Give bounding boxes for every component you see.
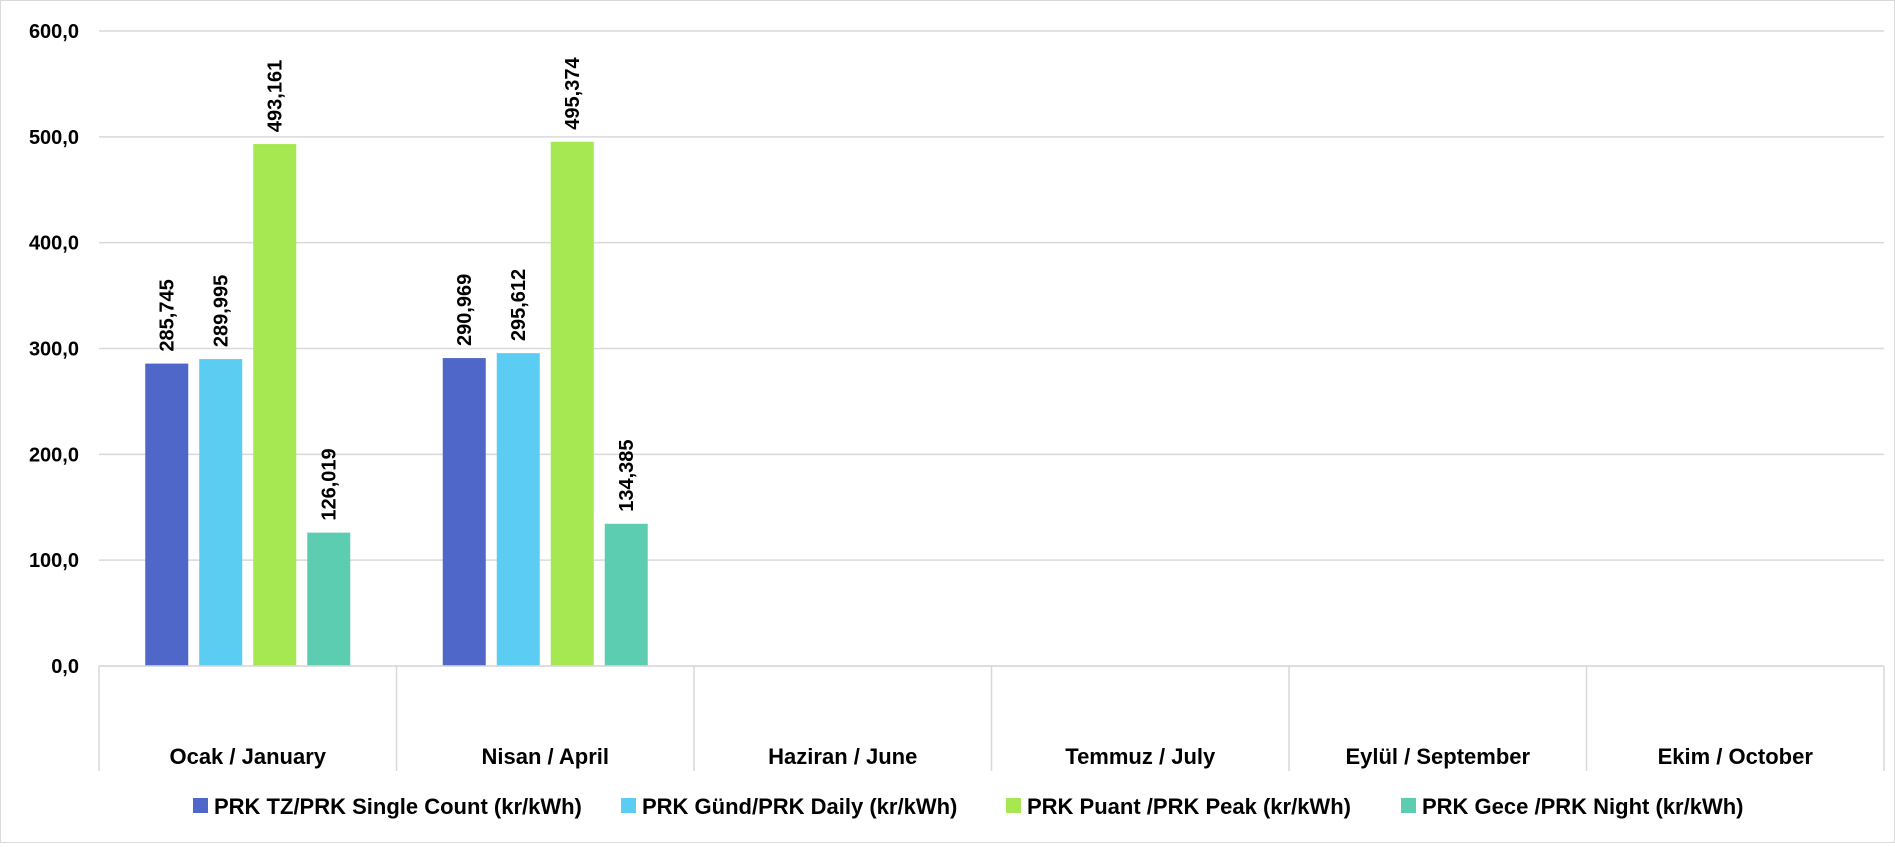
y-tick-label: 300,0: [29, 339, 79, 361]
bars: [145, 141, 648, 666]
legend-label: PRK TZ/PRK Single Count (kr/kWh): [214, 794, 582, 819]
legend-swatch: [1401, 798, 1416, 813]
x-axis: Ocak / January Nisan / April Haziran / Jun…: [98, 665, 1885, 771]
legend-swatch: [193, 798, 208, 813]
data-label: 495,374: [562, 57, 584, 130]
y-axis-tick-labels: 0,0 100,0 200,0 300,0 400,0 500,0 600,0: [29, 21, 79, 678]
legend-item: PRK Gece /PRK Night (kr/kWh): [1401, 794, 1743, 819]
x-category-label: Ocak / January: [169, 744, 326, 769]
legend-label: PRK Puant /PRK Peak (kr/kWh): [1027, 794, 1351, 819]
data-labels: 285,745 290,969 289,995 295,612 493,161 495,3…: [157, 57, 639, 521]
data-label: 289,995: [211, 275, 233, 347]
x-category-label: Ekim / October: [1658, 744, 1814, 769]
bar: [550, 141, 594, 666]
gridlines: [99, 30, 1884, 667]
legend-item: PRK TZ/PRK Single Count (kr/kWh): [193, 794, 582, 819]
bar: [199, 359, 243, 666]
bar: [253, 144, 297, 666]
y-tick-label: 600,0: [29, 21, 79, 43]
x-category-label: Eylül / September: [1345, 744, 1530, 769]
bar: [145, 363, 189, 666]
data-label: 134,385: [616, 439, 638, 511]
legend-label: PRK Günd/PRK Daily (kr/kWh): [642, 794, 957, 819]
bar: [604, 523, 648, 666]
data-label: 285,745: [157, 279, 179, 351]
x-category-label: Nisan / April: [481, 744, 609, 769]
legend-item: PRK Puant /PRK Peak (kr/kWh): [1006, 794, 1351, 819]
data-label: 493,161: [265, 60, 287, 132]
data-label: 126,019: [319, 448, 341, 520]
legend-item: PRK Günd/PRK Daily (kr/kWh): [621, 794, 957, 819]
legend-swatch: [1006, 798, 1021, 813]
data-label: 295,612: [508, 269, 530, 341]
bar: [442, 358, 486, 666]
y-tick-label: 400,0: [29, 233, 79, 255]
y-tick-label: 0,0: [51, 656, 79, 678]
legend-label: PRK Gece /PRK Night (kr/kWh): [1422, 794, 1743, 819]
legend: PRK TZ/PRK Single Count (kr/kWh) PRK Günd…: [193, 794, 1743, 819]
legend-swatch: [621, 798, 636, 813]
y-tick-label: 200,0: [29, 444, 79, 466]
data-label: 290,969: [454, 274, 476, 346]
bar: [496, 353, 540, 666]
x-category-label: Haziran / June: [768, 744, 917, 769]
x-category-label: Temmuz / July: [1065, 744, 1216, 769]
y-tick-label: 500,0: [29, 127, 79, 149]
bar: [307, 532, 351, 666]
y-tick-label: 100,0: [29, 550, 79, 572]
